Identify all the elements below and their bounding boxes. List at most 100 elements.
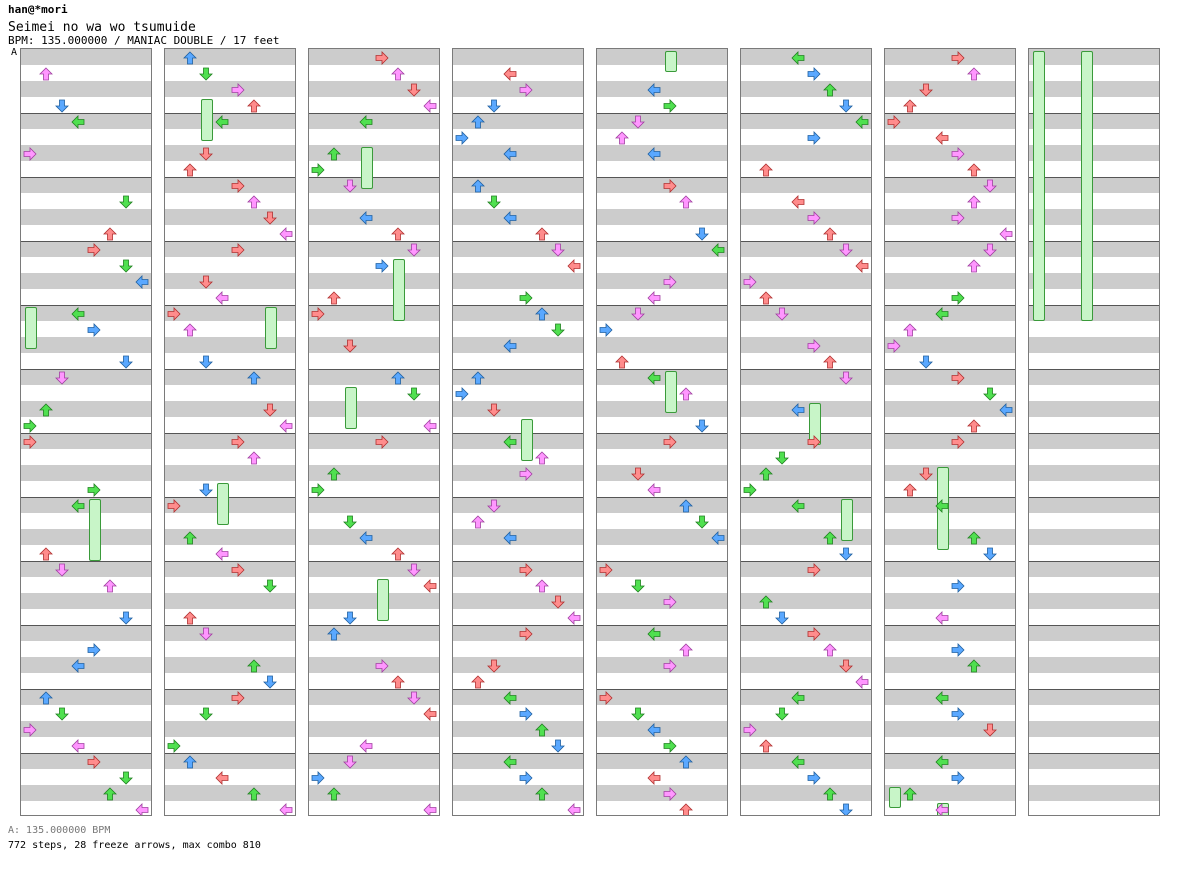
step-arrow xyxy=(951,210,965,225)
measure-line xyxy=(165,689,295,690)
freeze-arrow xyxy=(393,259,405,322)
freeze-arrow xyxy=(217,483,229,525)
beat-stripe xyxy=(885,241,1015,257)
step-arrow xyxy=(23,146,37,161)
step-arrow xyxy=(407,562,421,577)
step-arrow xyxy=(823,226,837,241)
beat-stripe xyxy=(741,81,871,97)
beat-stripe xyxy=(309,113,439,129)
measure-line xyxy=(885,305,1015,306)
freeze-arrow xyxy=(89,499,101,562)
beat-stripe xyxy=(21,273,151,289)
step-arrow xyxy=(759,738,773,753)
step-arrow xyxy=(679,754,693,769)
beat-stripe xyxy=(453,529,583,545)
beat-stripe xyxy=(165,657,295,673)
beat-stripe xyxy=(885,497,1015,513)
measure-line xyxy=(309,241,439,242)
artist-name: han@*mori xyxy=(8,3,68,16)
step-arrow xyxy=(839,242,853,257)
step-arrow xyxy=(71,738,85,753)
chart-column-7 xyxy=(884,48,1016,816)
beat-stripe xyxy=(1029,305,1159,321)
measure-line xyxy=(21,753,151,754)
beat-stripe xyxy=(309,657,439,673)
step-arrow xyxy=(663,594,677,609)
step-arrow xyxy=(503,66,517,81)
step-arrow xyxy=(983,386,997,401)
beat-stripe xyxy=(1029,81,1159,97)
beat-stripe xyxy=(21,465,151,481)
step-arrow xyxy=(967,258,981,273)
measure-line xyxy=(1029,305,1159,306)
step-arrow xyxy=(119,194,133,209)
step-arrow xyxy=(951,706,965,721)
beat-stripe xyxy=(1029,369,1159,385)
measure-line xyxy=(741,433,871,434)
step-arrow xyxy=(55,98,69,113)
beat-stripe xyxy=(597,625,727,641)
beat-stripe xyxy=(597,337,727,353)
beat-stripe xyxy=(597,497,727,513)
chart-column-8 xyxy=(1028,48,1160,816)
step-arrow xyxy=(407,242,421,257)
step-arrow xyxy=(951,146,965,161)
beat-stripe xyxy=(453,593,583,609)
bpm-marker: A xyxy=(11,47,18,58)
beat-stripe xyxy=(597,305,727,321)
beat-stripe xyxy=(597,81,727,97)
beat-stripe xyxy=(21,625,151,641)
step-arrow xyxy=(679,802,693,815)
beat-stripe xyxy=(1029,177,1159,193)
beat-stripe xyxy=(165,369,295,385)
measure-line xyxy=(1029,689,1159,690)
beat-stripe xyxy=(453,81,583,97)
beat-stripe xyxy=(597,273,727,289)
step-arrow xyxy=(247,370,261,385)
step-arrow xyxy=(759,290,773,305)
beat-stripe xyxy=(741,497,871,513)
step-arrow xyxy=(935,802,949,815)
beat-stripe xyxy=(741,625,871,641)
step-arrow xyxy=(71,306,85,321)
step-arrow xyxy=(375,658,389,673)
measure-line xyxy=(741,753,871,754)
measure-line xyxy=(309,497,439,498)
beat-stripe xyxy=(885,81,1015,97)
step-arrow xyxy=(87,482,101,497)
step-arrow xyxy=(551,242,565,257)
beat-stripe xyxy=(165,497,295,513)
step-arrow xyxy=(487,194,501,209)
beat-stripe xyxy=(885,433,1015,449)
beat-stripe xyxy=(885,145,1015,161)
beat-stripe xyxy=(21,369,151,385)
step-arrow xyxy=(23,434,37,449)
step-arrow xyxy=(407,690,421,705)
measure-line xyxy=(165,625,295,626)
step-arrow xyxy=(983,242,997,257)
beat-stripe xyxy=(885,337,1015,353)
measure-line xyxy=(453,241,583,242)
measure-line xyxy=(885,113,1015,114)
step-arrow xyxy=(135,274,149,289)
step-arrow xyxy=(263,674,277,689)
step-arrow xyxy=(231,562,245,577)
chart-column-2 xyxy=(164,48,296,816)
step-arrow xyxy=(183,162,197,177)
step-arrow xyxy=(663,786,677,801)
step-arrow xyxy=(935,610,949,625)
beat-stripe xyxy=(21,785,151,801)
step-arrow xyxy=(343,514,357,529)
beat-stripe xyxy=(597,49,727,65)
step-arrow xyxy=(711,530,725,545)
measure-line xyxy=(453,113,583,114)
beat-stripe xyxy=(453,209,583,225)
beat-stripe xyxy=(165,593,295,609)
beat-stripe xyxy=(309,49,439,65)
beat-stripe xyxy=(453,113,583,129)
step-arrow xyxy=(471,514,485,529)
beat-stripe xyxy=(453,561,583,577)
beat-stripe xyxy=(741,753,871,769)
step-arrow xyxy=(807,210,821,225)
step-arrow xyxy=(183,610,197,625)
